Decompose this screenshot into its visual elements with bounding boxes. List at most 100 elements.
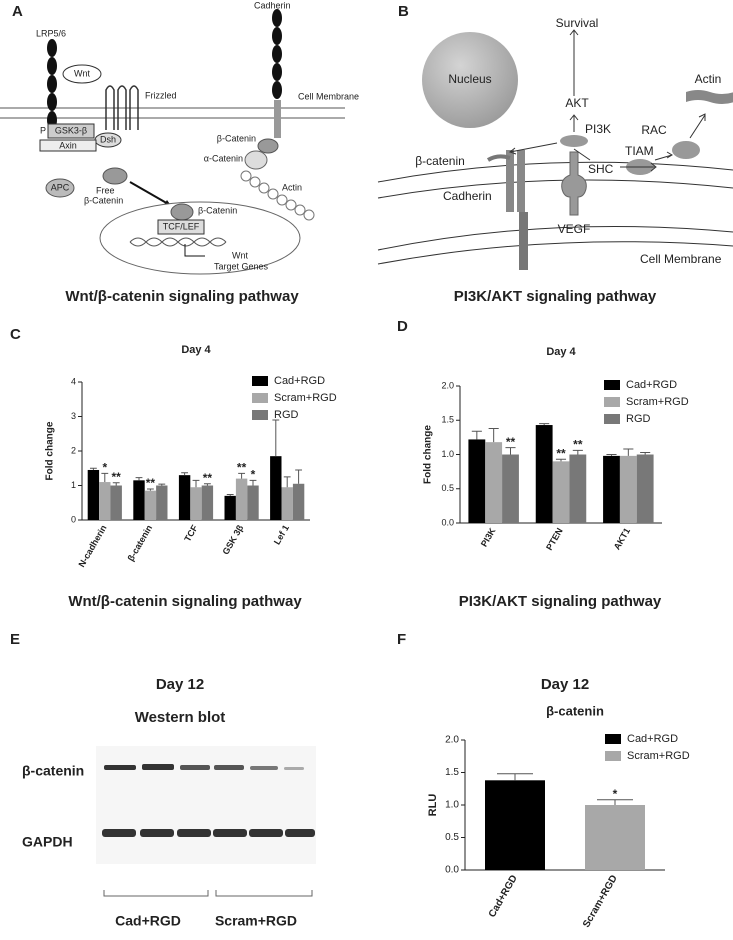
vegf-receptor [561, 151, 587, 216]
bar [235, 478, 248, 520]
diagram-label: RAC [641, 123, 667, 137]
diagram-label: β-Catenin [217, 133, 256, 143]
bar [585, 805, 645, 870]
beta-catenin-shape [486, 154, 511, 162]
diagram-label: SHC [588, 162, 614, 176]
wnt-ligand [62, 64, 102, 84]
y-tick-label: 2 [71, 445, 76, 455]
error-bar [488, 427, 499, 443]
x-tick-label: PTEN [544, 526, 565, 552]
panel-label: F [397, 631, 406, 648]
bar [502, 454, 519, 523]
caption: PI3K/AKT signaling pathway [454, 288, 657, 305]
error-bar [597, 799, 633, 805]
error-bar [89, 467, 97, 470]
bar-chart: Day 12 β-catenin 0.0 0.5 1.0 1.5 2.0 RLU Cad+RGD… [427, 676, 690, 930]
diagram-label: Free [96, 185, 115, 195]
bar-chart: Day 4 PI3K/AKT signaling pathway 0.0 0.5 1.0… [423, 346, 689, 610]
y-axis-label: Fold change [45, 421, 56, 480]
error-bar [505, 447, 516, 455]
error-bar [539, 423, 550, 426]
error-bar [497, 773, 533, 781]
diagram-label: Cell Membrane [298, 91, 359, 101]
diagram-label: Target Genes [214, 261, 269, 271]
bar [292, 483, 305, 520]
y-tick-label: 1.5 [441, 415, 454, 425]
alpha-catenin [244, 150, 268, 170]
significance: * [102, 461, 107, 475]
legend-swatch [604, 414, 620, 424]
error-bar [181, 472, 189, 476]
bar [619, 455, 637, 523]
blot-subtitle: Western blot [135, 709, 226, 726]
legend-label: RGD [274, 409, 299, 421]
bar [636, 454, 654, 523]
bands [102, 764, 315, 837]
significance: * [251, 467, 256, 481]
bar [485, 442, 503, 523]
x-tick-label: AKT1 [612, 526, 632, 551]
x-tick-label: Cad+RGD [487, 873, 520, 919]
error-bar [623, 448, 634, 456]
cadherin [517, 150, 525, 212]
diagram-label: Wnt [232, 250, 249, 260]
diagram-label: β-Catenin [84, 195, 123, 205]
nuclear-beta-catenin [170, 203, 194, 221]
x-tick-label: Lef 1 [272, 523, 291, 546]
diagram-label: P [40, 125, 46, 135]
error-bar [238, 472, 246, 479]
x-tick-label: PI3K [479, 526, 498, 549]
chart-title: Day 4 [181, 344, 211, 356]
tcf-lef [157, 219, 205, 235]
y-tick-label: 0.0 [445, 865, 459, 876]
y-tick-label: 3 [71, 411, 76, 421]
y-tick-label: 0 [71, 514, 76, 524]
diagram-label: APC [51, 182, 70, 192]
significance: ** [237, 461, 247, 475]
bar [535, 425, 553, 523]
significance: ** [112, 470, 122, 484]
legend-label: Cad+RGD [274, 375, 325, 387]
nucleus [422, 32, 518, 128]
bar [133, 480, 145, 520]
y-tick-label: 0.5 [441, 483, 454, 493]
blot-membrane [96, 746, 316, 864]
diagram-label: Frizzled [145, 90, 177, 100]
bar [178, 475, 191, 520]
pi3k [560, 135, 588, 147]
arrows [508, 29, 706, 172]
bar [247, 485, 259, 520]
legend-label: Cad+RGD [626, 379, 677, 391]
error-bar [101, 472, 109, 483]
x-tick-label: N-cadherin [76, 523, 108, 569]
cadherin-stem [274, 100, 281, 138]
group-label: Cad+RGD [115, 913, 181, 929]
legend-swatch [604, 380, 620, 390]
error-bar [249, 479, 257, 486]
y-tick-label: 4 [71, 376, 76, 386]
legend-swatch [605, 751, 621, 761]
membrane-line [377, 241, 733, 265]
error-bar [640, 451, 651, 455]
y-axis-label: Fold change [423, 425, 434, 484]
error-bar [295, 469, 303, 484]
diagram-label: β-Catenin [198, 205, 237, 215]
error-bar [283, 476, 291, 488]
bar [99, 482, 111, 520]
legend-swatch [605, 734, 621, 744]
bar [201, 485, 214, 520]
error-bar [471, 430, 482, 440]
error-bar [606, 454, 617, 456]
diagram-label: α-Catenin [204, 153, 243, 163]
western-blot: Day 12 Western blot β-catenin GAPDH Cad+… [22, 676, 316, 929]
diagram-b: Survival AKT Nucleus Actin PI3K RAC β-ca… [377, 16, 733, 305]
apc [45, 178, 75, 198]
caption: Wnt/β-catenin signaling pathway [68, 593, 302, 610]
bar [485, 780, 545, 870]
row-label: GAPDH [22, 834, 73, 850]
diagram-label: TCF/LEF [163, 221, 200, 231]
legend-swatch [604, 397, 620, 407]
frizzled [105, 85, 139, 130]
legend-label: Cad+RGD [627, 733, 678, 745]
